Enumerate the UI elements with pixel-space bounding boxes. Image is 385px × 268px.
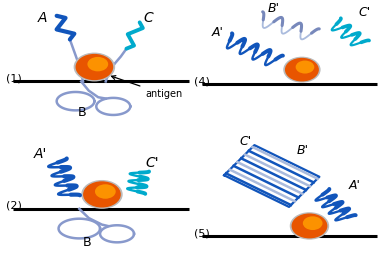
Text: antigen: antigen	[112, 76, 182, 99]
Text: A: A	[38, 11, 47, 25]
Text: C': C'	[358, 6, 371, 19]
Text: C': C'	[239, 135, 252, 147]
Circle shape	[83, 181, 121, 207]
Circle shape	[81, 180, 123, 209]
Text: B': B'	[296, 144, 308, 157]
Circle shape	[87, 57, 108, 71]
Text: B': B'	[268, 2, 280, 15]
Circle shape	[290, 212, 329, 240]
Text: (5): (5)	[194, 228, 210, 239]
Text: C': C'	[146, 156, 159, 170]
Circle shape	[303, 216, 323, 230]
Text: A': A'	[349, 179, 361, 192]
Text: (4): (4)	[194, 76, 210, 86]
Text: (2): (2)	[6, 201, 22, 211]
Circle shape	[296, 61, 314, 73]
Circle shape	[285, 58, 319, 81]
Circle shape	[75, 54, 113, 80]
Text: A': A'	[211, 25, 223, 39]
Circle shape	[74, 53, 115, 81]
Text: C: C	[144, 11, 153, 25]
Circle shape	[95, 184, 116, 199]
Text: B: B	[77, 106, 86, 119]
Text: A': A'	[34, 147, 47, 161]
Text: (1): (1)	[6, 73, 22, 83]
Text: B: B	[83, 236, 92, 249]
Circle shape	[291, 213, 327, 239]
Circle shape	[283, 57, 321, 83]
